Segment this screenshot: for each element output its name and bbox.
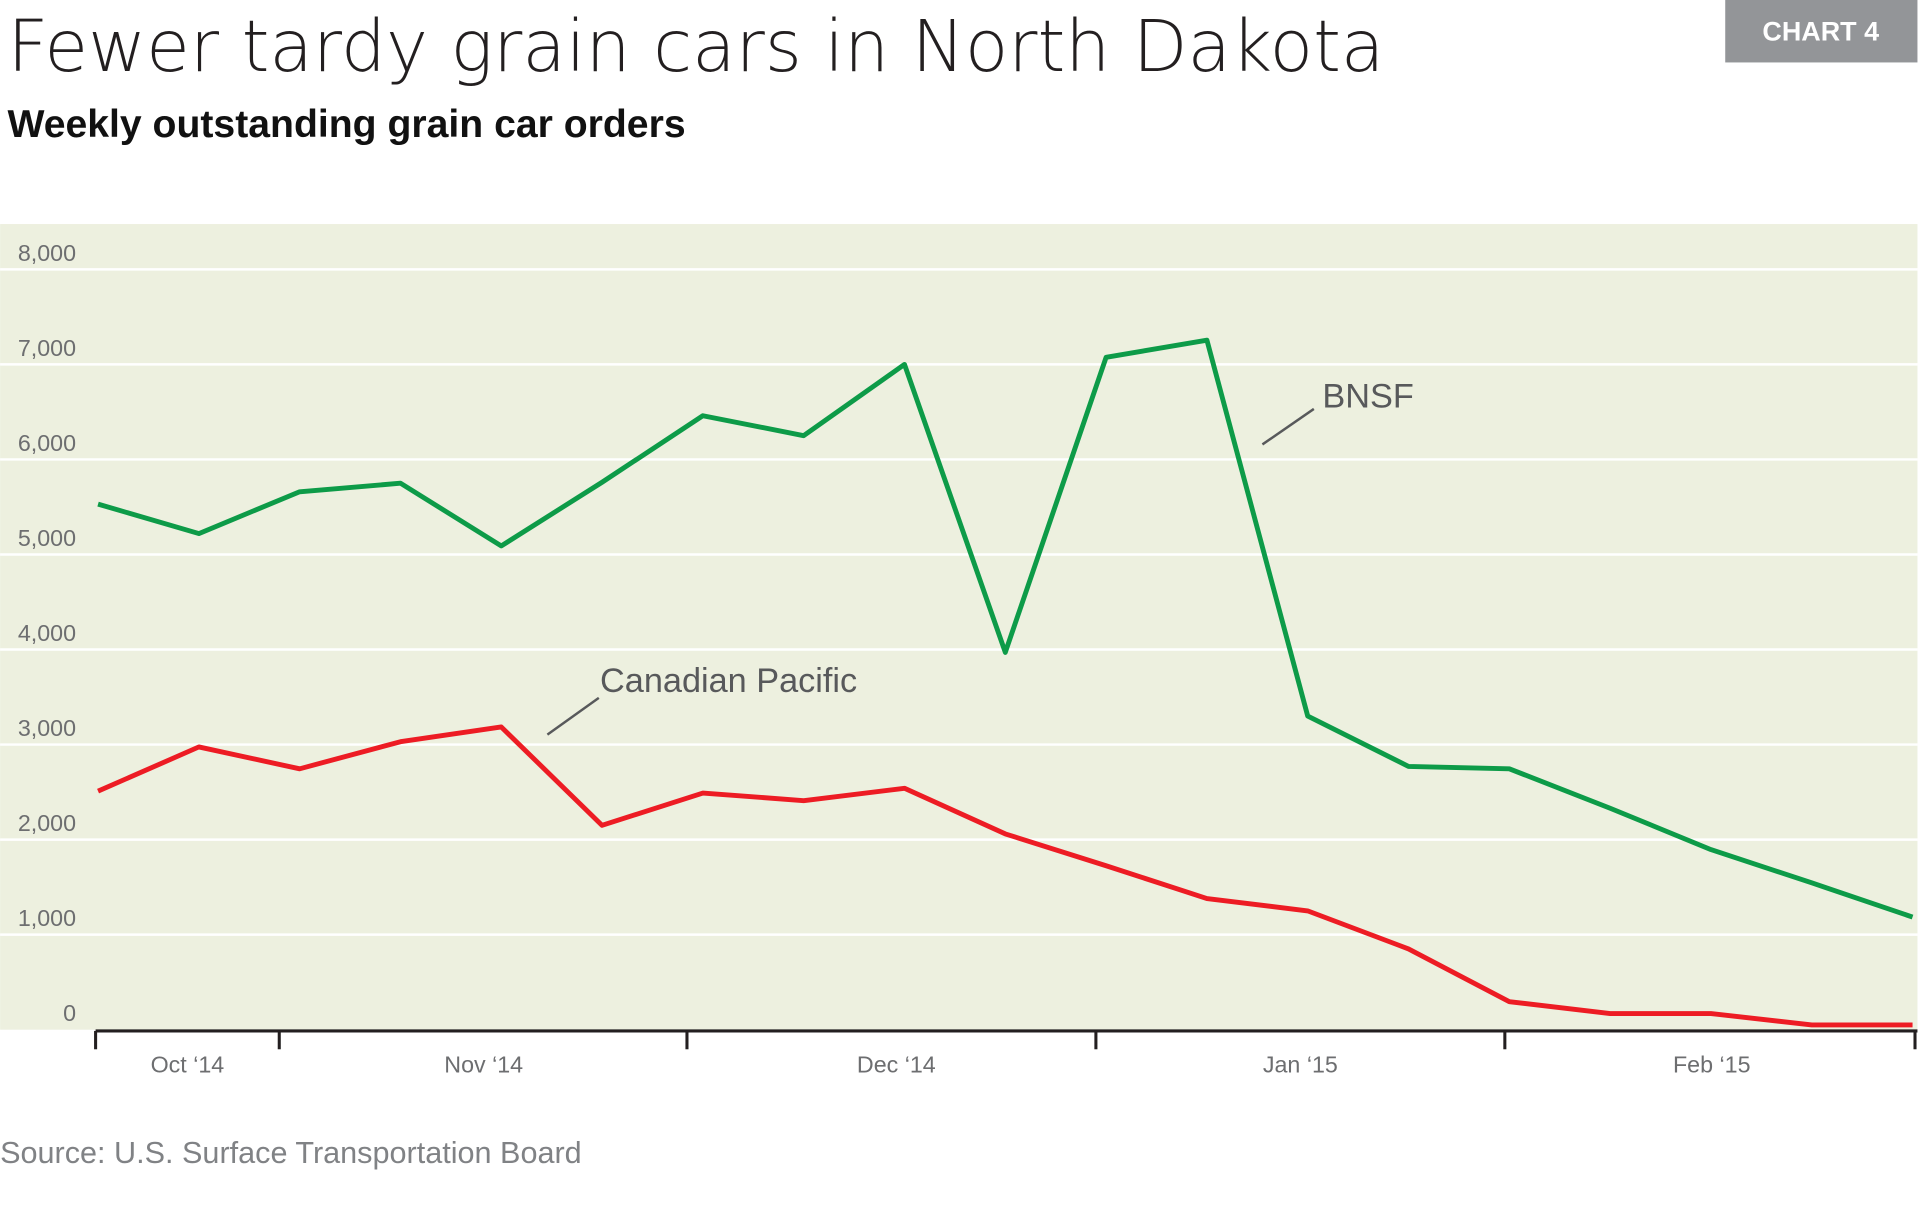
bnsf-leader-line bbox=[1261, 407, 1315, 446]
x-tick-label: Jan ‘15 bbox=[1263, 1052, 1338, 1078]
y-tick-label: 5,000 bbox=[18, 525, 76, 551]
y-tick-label: 2,000 bbox=[18, 810, 76, 836]
y-tick-label: 7,000 bbox=[18, 335, 76, 361]
cp-label: Canadian Pacific bbox=[600, 662, 857, 700]
y-axis: 0 1,000 2,000 3,000 4,000 5,000 6,000 7,000 8,00… bbox=[18, 240, 76, 1026]
chart-badge-label: CHART 4 bbox=[1762, 16, 1879, 46]
y-tick-label: 0 bbox=[63, 1000, 76, 1026]
source-note: Source: U.S. Surface Transportation Boar… bbox=[0, 1136, 582, 1170]
y-tick-label: 3,000 bbox=[18, 715, 76, 741]
chart-subtitle: Weekly outstanding grain car orders bbox=[7, 103, 685, 146]
gridlines bbox=[0, 268, 1918, 936]
chart-badge bbox=[1725, 0, 1918, 63]
x-tick-label: Feb ‘15 bbox=[1673, 1052, 1751, 1078]
x-tick-label: Oct ‘14 bbox=[151, 1052, 225, 1078]
y-tick-label: 6,000 bbox=[18, 430, 76, 456]
y-tick-label: 1,000 bbox=[18, 905, 76, 931]
x-axis: Oct ‘14 Nov ‘14 Dec ‘14 Jan ‘15 Feb ‘15 bbox=[94, 1029, 1918, 1078]
x-tick-label: Nov ‘14 bbox=[444, 1052, 523, 1078]
chart-title: Fewer tardy grain cars in North Dakota bbox=[7, 5, 1384, 88]
plot-background bbox=[0, 224, 1918, 1030]
series-line-canadian-pacific bbox=[97, 724, 1913, 1028]
bnsf-label: BNSF bbox=[1322, 378, 1413, 416]
series-lines bbox=[97, 337, 1914, 1028]
y-tick-label: 8,000 bbox=[18, 240, 76, 266]
x-tick-label: Dec ‘14 bbox=[857, 1052, 936, 1078]
cp-leader-line bbox=[546, 696, 600, 736]
series-line-bnsf bbox=[97, 337, 1914, 920]
y-tick-label: 4,000 bbox=[18, 620, 76, 646]
